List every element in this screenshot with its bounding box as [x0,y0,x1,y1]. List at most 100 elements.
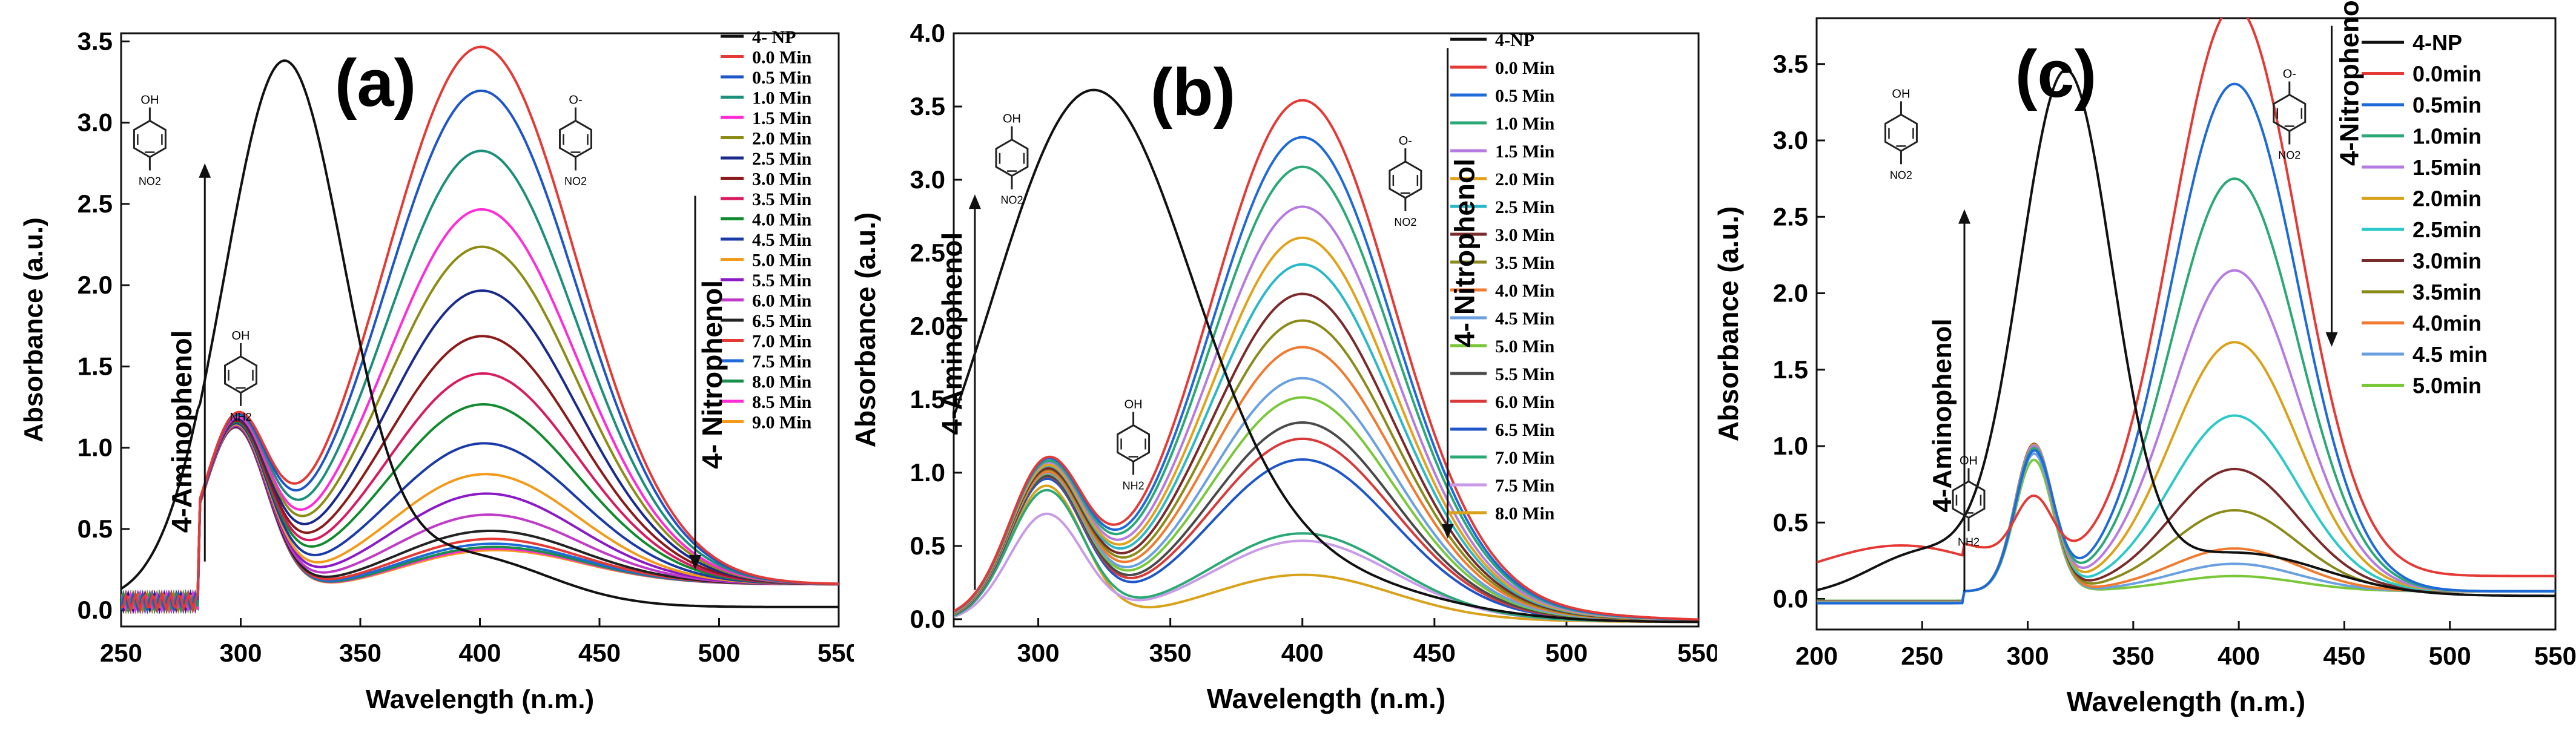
x-tick-label: 350 [339,639,381,667]
legend-label: 2.5 Min [752,149,812,169]
legend-label: 0.5min [2413,93,2482,117]
series-line [954,488,1699,623]
nitrophenolate-structure-icon-top-group: O- [569,94,582,107]
arrow-up-head [968,194,981,209]
y-tick-label: 1.5 [78,352,113,380]
legend-label: 8.5 Min [752,392,812,412]
y-tick-label: 0.0 [910,605,945,633]
legend-label: 1.5min [2413,155,2482,180]
y-tick-label: 0.0 [78,596,113,624]
legend-label: 1.5 Min [752,108,812,128]
legend-label: 4- NP [752,27,796,47]
arrow-up-head [1958,209,1970,224]
x-tick-label: 550 [2534,642,2576,670]
series-line [954,376,1699,622]
nitrophenolate-structure-icon: O- NO2 [559,94,592,188]
y-tick-label: 1.5 [910,385,945,413]
annotation-nitrophenol: 4- Nitrophenol [696,280,728,469]
aminophenol-structure-icon: OH NH2 [1117,398,1151,492]
series-line [954,136,1699,621]
y-tick-label: 3.0 [910,165,945,194]
aminophenol-structure-icon-top-group: OH [232,329,250,343]
y-tick-label: 2.5 [78,189,113,218]
y-tick-label: 3.5 [1773,50,1808,78]
legend-label: 1.0 Min [1495,114,1555,134]
y-tick-label: 1.5 [1773,355,1808,384]
legend-label: 0.5 Min [752,68,812,88]
np-line [121,59,839,608]
series-line [121,208,839,614]
legend-label: 7.0 Min [1495,448,1555,468]
legend-label: 5.5 Min [1495,364,1555,384]
x-tick-label: 400 [1281,639,1324,667]
legend: 4-NP 0.0min 0.5min 1.0min 1.5min 2.0min 2.5min… [2362,30,2488,398]
legend-label: 2.0 Min [1495,169,1555,189]
legend-label: 0.5 Min [1495,86,1555,106]
annotation-nitrophenol: 4-Nitrophenol [2335,0,2365,166]
legend-label: 6.0 Min [752,291,812,311]
legend-label: 4-NP [1495,30,1534,50]
x-tick-label: 300 [219,639,262,667]
x-tick-label: 500 [1545,639,1588,667]
y-tick-label: 0.5 [78,515,113,543]
y-tick-label: 2.0 [910,312,945,340]
series-line [121,45,839,614]
y-tick-label: 0.5 [910,531,945,560]
x-axis-title: Wavelength (n.m.) [1207,683,1445,714]
nitrophenol-structure-icon: OH NO2 [1884,87,1918,181]
legend-label: 0.0min [2413,61,2482,86]
legend-label: 6.5 Min [1495,420,1555,440]
series-line [954,292,1699,622]
series-line [954,421,1699,623]
legend-label: 6.0 Min [1495,392,1555,412]
y-tick-label: 0.5 [1773,508,1808,536]
series-line [1817,18,2555,577]
nitrophenol-structure-icon: OH NO2 [133,94,167,188]
nitrophenolate-structure-icon-bottom-group: NO2 [2278,150,2300,162]
legend-label: 3.0 Min [752,169,812,189]
y-tick-label: 1.0 [910,458,945,487]
chart-panel-a: 250 300 350 400 450 500 550 0.0 0.5 1.0 1.5 2.0 2.5 3… [19,27,854,714]
y-tick-label: 2.0 [1773,279,1808,307]
x-tick-label: 550 [1677,639,1717,667]
nitrophenol-structure-icon-top-group: OH [1892,87,1910,100]
legend-label: 3.5min [2413,280,2482,304]
legend-label: 3.5 Min [752,189,812,209]
nitrophenol-structure-icon-top-group: OH [1003,113,1021,126]
aminophenol-structure-icon-top-group: OH [1125,398,1143,412]
chart-panel-b: 300 350 400 450 500 550 0.0 0.5 1.0 1.5 2.0 2.5 3.0 3… [854,19,1717,714]
y-tick-label: 3.0 [1773,126,1808,154]
x-tick-label: 450 [2323,642,2365,670]
legend-label: 1.0 Min [752,88,812,108]
nitrophenol-structure-icon-bottom-group: NO2 [1890,169,1912,181]
y-tick-label: 1.0 [78,433,113,462]
legend-label: 5.0 Min [1495,337,1555,357]
curves-group [121,45,839,614]
series-line [954,205,1699,622]
legend-label: 8.0 Min [752,372,812,392]
legend-label: 7.5 Min [1495,476,1555,496]
legend-label: 4.0min [2413,311,2482,335]
legend-label: 1.0min [2413,123,2482,148]
nitrophenol-structure-icon-bottom-group: NO2 [139,176,161,188]
annotation-aminophenol: 4-Aminophenol [1927,318,1957,512]
legend-label: 2.5min [2413,217,2482,242]
legend-label: 4-NP [2413,30,2462,55]
legend-label: 7.5 Min [752,352,812,372]
annotation-aminophenol: 4-Aminophenol [166,330,197,533]
x-tick-label: 550 [817,639,854,667]
arrow-down-head [2325,332,2338,347]
series-line [954,396,1699,622]
nitrophenolate-structure-icon-top-group: O- [1399,134,1412,148]
legend-label: 4.5 min [2413,342,2488,367]
series-line [121,422,839,614]
x-tick-label: 300 [2007,642,2049,670]
legend-label: 6.5 Min [752,311,812,331]
y-tick-label: 2.5 [1773,202,1808,231]
legend-label: 8.0 Min [1495,504,1555,524]
nitrophenol-structure-icon-bottom-group: NO2 [1000,194,1023,206]
x-tick-label: 350 [2112,642,2155,670]
legend-label: 3.0 Min [1495,225,1555,245]
